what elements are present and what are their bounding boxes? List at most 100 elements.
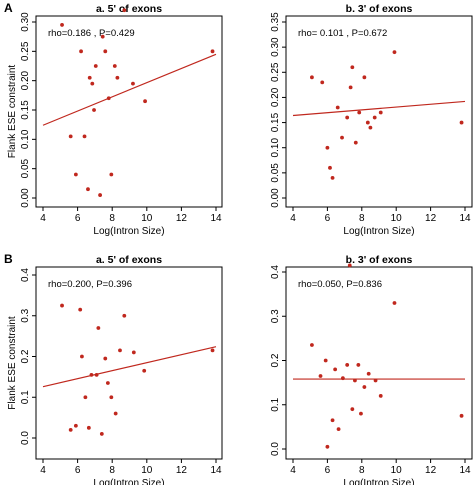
plot-1-data-point <box>73 172 78 177</box>
plot-2-ytick-label: 0.00 <box>270 188 281 208</box>
plot-4-xtick-label: 12 <box>425 465 437 476</box>
plot-1-data-point <box>86 187 90 192</box>
plot-3-ylabel: Flank ESE constraint <box>7 316 18 410</box>
plot-2-data-point <box>325 145 330 150</box>
plot-4-data-point <box>310 343 314 347</box>
plot-2-ytick-label: 0.35 <box>270 12 281 32</box>
plot-1-ytick-label: 0.00 <box>20 188 31 208</box>
plot-2-data-point <box>335 105 340 110</box>
plot-2-xtick-label: 14 <box>459 213 471 224</box>
plot-2-data-point <box>310 75 314 80</box>
plot-2-data-point <box>362 75 367 80</box>
plot-2-ytick-label: 0.25 <box>270 62 281 82</box>
plot-1-ytick-label: 0.05 <box>20 158 31 178</box>
plot-2-data-point <box>340 135 344 140</box>
plot-4-frame <box>285 266 473 460</box>
plot-3-data-point <box>83 395 88 400</box>
plot-4-data-point <box>366 371 371 376</box>
plot-4-data-point <box>459 413 464 418</box>
plot-1-xtick-label: 14 <box>210 213 222 224</box>
plot-3-data-point <box>103 356 108 361</box>
plot-3-xtick-label: 10 <box>141 465 153 476</box>
plot-1-data-point <box>82 134 87 139</box>
plot-4-data-point <box>359 411 363 416</box>
plot-1-data-point <box>131 81 135 86</box>
plot-1-data-point <box>106 96 111 101</box>
plot-3-data-point <box>78 307 83 312</box>
plot-2-title: b. 3' of exons <box>346 3 413 15</box>
plot-3-data-point <box>142 368 147 373</box>
plot-2-ytick-label: 0.20 <box>270 87 281 107</box>
plot-4-xtick-label: 6 <box>325 465 331 476</box>
plot-4-ytick-label: 0.0 <box>270 442 281 456</box>
plot-1-data-point <box>92 108 96 112</box>
plot-1-data-point <box>115 75 120 80</box>
plot-3-data-point <box>113 411 118 416</box>
plot-2-xlabel: Log(Intron Size) <box>343 226 414 237</box>
plot-1-data-point <box>210 49 215 54</box>
plot-1-data-point <box>79 49 83 54</box>
plot-2-data-point <box>345 115 350 120</box>
plot-3-data-point <box>131 350 136 355</box>
plot-4-data-point <box>373 378 378 383</box>
plot-3-data-point <box>118 348 122 353</box>
plot-3-data-point <box>210 348 215 353</box>
plot-3-frame <box>35 266 223 460</box>
panel-label-b: B <box>4 252 13 266</box>
plot-3-data-point <box>86 425 91 430</box>
plot-1-ytick-label: 0.15 <box>20 100 31 120</box>
plot-2-annotation: rho= 0.101 , P=0.672 <box>298 28 387 39</box>
plot-2-data-point <box>372 115 377 120</box>
plot-2-xtick-label: 6 <box>325 213 331 224</box>
plot-2-frame <box>285 15 473 208</box>
plot-1-xtick-label: 10 <box>141 213 153 224</box>
plot-3-data-point <box>122 313 127 318</box>
plot-4-data-point <box>378 394 383 398</box>
plot-2-xtick-label: 10 <box>391 213 403 224</box>
plot-2-data-point <box>357 110 362 115</box>
plot-1-xtick-label: 4 <box>40 213 46 224</box>
plot-2-data-point <box>459 120 464 125</box>
plot-4-xtick-label: 14 <box>459 465 471 476</box>
plot-1-data-point <box>90 81 95 86</box>
plot-2-ytick-label: 0.05 <box>270 163 281 183</box>
plot-3-xtick-label: 4 <box>40 465 46 476</box>
plot-1-ytick-label: 0.10 <box>20 129 31 149</box>
plot-3-data-point <box>99 432 104 436</box>
plot-3-xtick-label: 6 <box>75 465 81 476</box>
plot-4-data-point <box>362 385 367 389</box>
plot-4-data-point <box>392 301 397 305</box>
plot-2-data-point <box>378 110 383 115</box>
plot-3-xtick-label: 12 <box>176 465 188 476</box>
plot-1-data-point <box>93 64 98 68</box>
plot-3-data-point <box>73 423 78 428</box>
plot-1-annotation: rho=0.186 , P=0.429 <box>48 28 135 39</box>
plot-2-data-point <box>350 65 355 70</box>
plot-3-title: a. 5' of exons <box>96 254 162 266</box>
plot-4-ytick-label: 0.1 <box>270 397 281 411</box>
plot-1-data-point <box>100 34 105 39</box>
plot-3-data-point <box>94 372 99 377</box>
plot-4-data-point <box>323 358 328 363</box>
plot-2-data-point <box>328 165 332 170</box>
plot-3-ytick-label: 0.4 <box>20 268 31 282</box>
plot-2-xtick-label: 4 <box>290 213 296 224</box>
plot-1-data-point <box>98 193 102 197</box>
plot-3-xtick-label: 8 <box>109 465 115 476</box>
plot-1-xtick-label: 8 <box>109 213 115 224</box>
plot-3-data-point <box>60 303 64 308</box>
plot-1-ytick-label: 0.30 <box>20 12 31 32</box>
plot-3-data-point <box>109 395 114 400</box>
plot-2-data-point <box>330 175 335 180</box>
plot-1-data-point <box>122 8 127 13</box>
plot-4-data-point <box>353 378 357 383</box>
plot-4-data-point <box>340 376 345 381</box>
plot-3-data-point <box>105 381 110 385</box>
plot-4-xlabel: Log(Intron Size) <box>343 478 414 485</box>
plot-3-ytick-label: 0.0 <box>20 431 31 445</box>
plot-4-xtick-label: 10 <box>391 465 403 476</box>
plot-1-data-point <box>87 75 92 80</box>
plot-1-xlabel: Log(Intron Size) <box>93 226 164 237</box>
plot-2-data-point <box>348 85 353 90</box>
plot-4-data-point <box>325 444 330 449</box>
